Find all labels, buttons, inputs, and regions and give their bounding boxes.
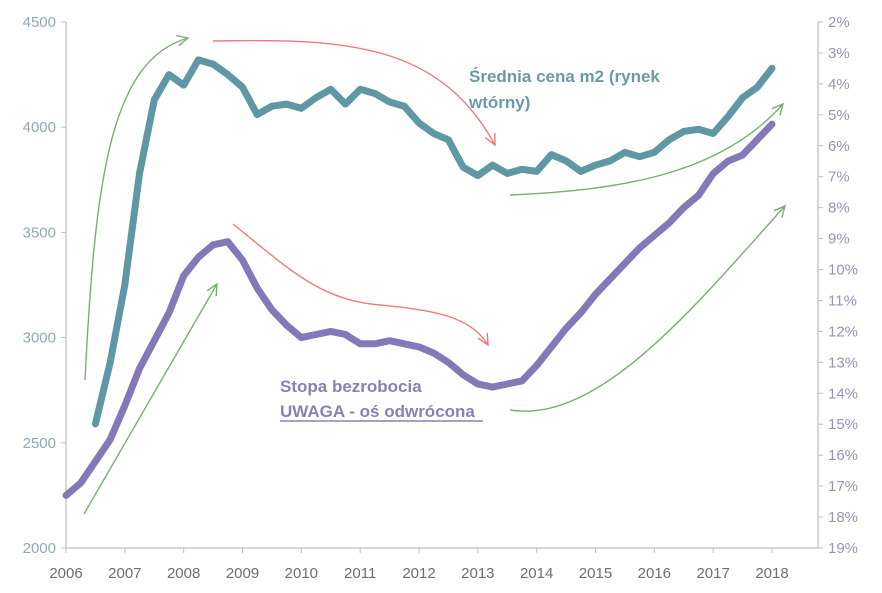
arrow-head xyxy=(477,332,489,347)
arrow-shaft xyxy=(212,39,496,146)
axes: 2000 2500 3000 3500 4000 4500 2% 3% 4% 5% 6% 7% 8% 9%… xyxy=(23,14,858,582)
unemployment-series-line xyxy=(62,120,776,499)
right-y-tick-label: 2% xyxy=(828,14,850,31)
right-y-tick-label: 12% xyxy=(828,323,858,340)
arrow-head xyxy=(484,132,496,147)
right-y-tick-label: 11% xyxy=(828,292,857,309)
x-tick-label: 2011 xyxy=(344,565,376,582)
x-tick-label: 2009 xyxy=(226,565,259,582)
price-series-line xyxy=(91,56,776,428)
price-rise-2006-2008-arrow xyxy=(84,34,190,381)
arrow-shaft xyxy=(232,223,489,346)
x-tick-label: 2013 xyxy=(461,565,494,582)
x-tick-label: 2012 xyxy=(402,565,435,582)
x-tick-label: 2017 xyxy=(696,565,729,582)
arrow-shaft xyxy=(509,205,786,412)
right-y-tick-label: 7% xyxy=(828,169,850,186)
right-y-tick-label: 17% xyxy=(828,478,858,495)
x-tick-label: 2014 xyxy=(520,565,553,582)
trend-arrows xyxy=(83,34,787,515)
series-lines xyxy=(62,56,776,499)
right-y-tick-label: 3% xyxy=(828,45,850,62)
arrow-shaft xyxy=(83,283,218,515)
annotations: Średnia cena m2 (rynek wtórny) Stopa bez… xyxy=(280,67,660,422)
right-y-tick-label: 15% xyxy=(828,416,858,433)
price-rise-2013-2018-arrow xyxy=(509,102,785,196)
right-y-tick-label: 18% xyxy=(828,509,858,526)
x-tick-label: 2018 xyxy=(755,565,788,582)
left-y-tick-label: 3000 xyxy=(23,330,56,347)
price-fall-2008-2013-arrow xyxy=(212,39,496,147)
right-y-tick-label: 8% xyxy=(828,200,850,217)
x-tick-label: 2016 xyxy=(638,565,671,582)
arrow-head xyxy=(773,204,787,218)
right-y-tick-label: 6% xyxy=(828,138,850,155)
arrow-head xyxy=(206,282,218,297)
right-y-tick-label: 16% xyxy=(828,447,858,464)
arrow-head xyxy=(771,102,785,116)
left-y-tick-label: 2000 xyxy=(23,540,56,557)
unemp-worsen-2008-2013-arrow xyxy=(232,223,489,347)
x-tick-label: 2008 xyxy=(167,565,200,582)
left-y-tick-label: 3500 xyxy=(23,224,56,241)
left-y-tick-label: 4500 xyxy=(23,14,56,31)
unemployment-series-label: Stopa bezrobocia xyxy=(280,377,422,396)
inverted-axis-warning-label: UWAGA - oś odwrócona xyxy=(280,402,475,421)
arrow-shaft xyxy=(84,37,189,381)
left-y-tick-label: 2500 xyxy=(23,435,56,452)
left-y-tick-label: 4000 xyxy=(23,119,56,136)
unemp-improve-2013-2018-arrow xyxy=(509,204,787,412)
x-tick-label: 2010 xyxy=(285,565,318,582)
unemp-improve-2006-2008-arrow xyxy=(83,282,218,515)
right-y-tick-label: 19% xyxy=(828,540,858,557)
right-y-tick-label: 14% xyxy=(828,385,858,402)
right-y-tick-label: 9% xyxy=(828,231,850,248)
right-y-tick-label: 4% xyxy=(828,76,850,93)
price-series-label-line2: wtórny) xyxy=(468,93,530,112)
price-series-label-line1: Średnia cena m2 (rynek xyxy=(469,67,660,86)
x-tick-label: 2006 xyxy=(49,565,82,582)
x-tick-label: 2007 xyxy=(108,565,141,582)
x-tick-label: 2015 xyxy=(579,565,612,582)
right-y-tick-label: 10% xyxy=(828,262,858,279)
arrow-head xyxy=(176,34,190,47)
right-y-tick-label: 5% xyxy=(828,107,850,124)
right-y-tick-label: 13% xyxy=(828,354,858,371)
arrow-shaft xyxy=(509,103,784,196)
